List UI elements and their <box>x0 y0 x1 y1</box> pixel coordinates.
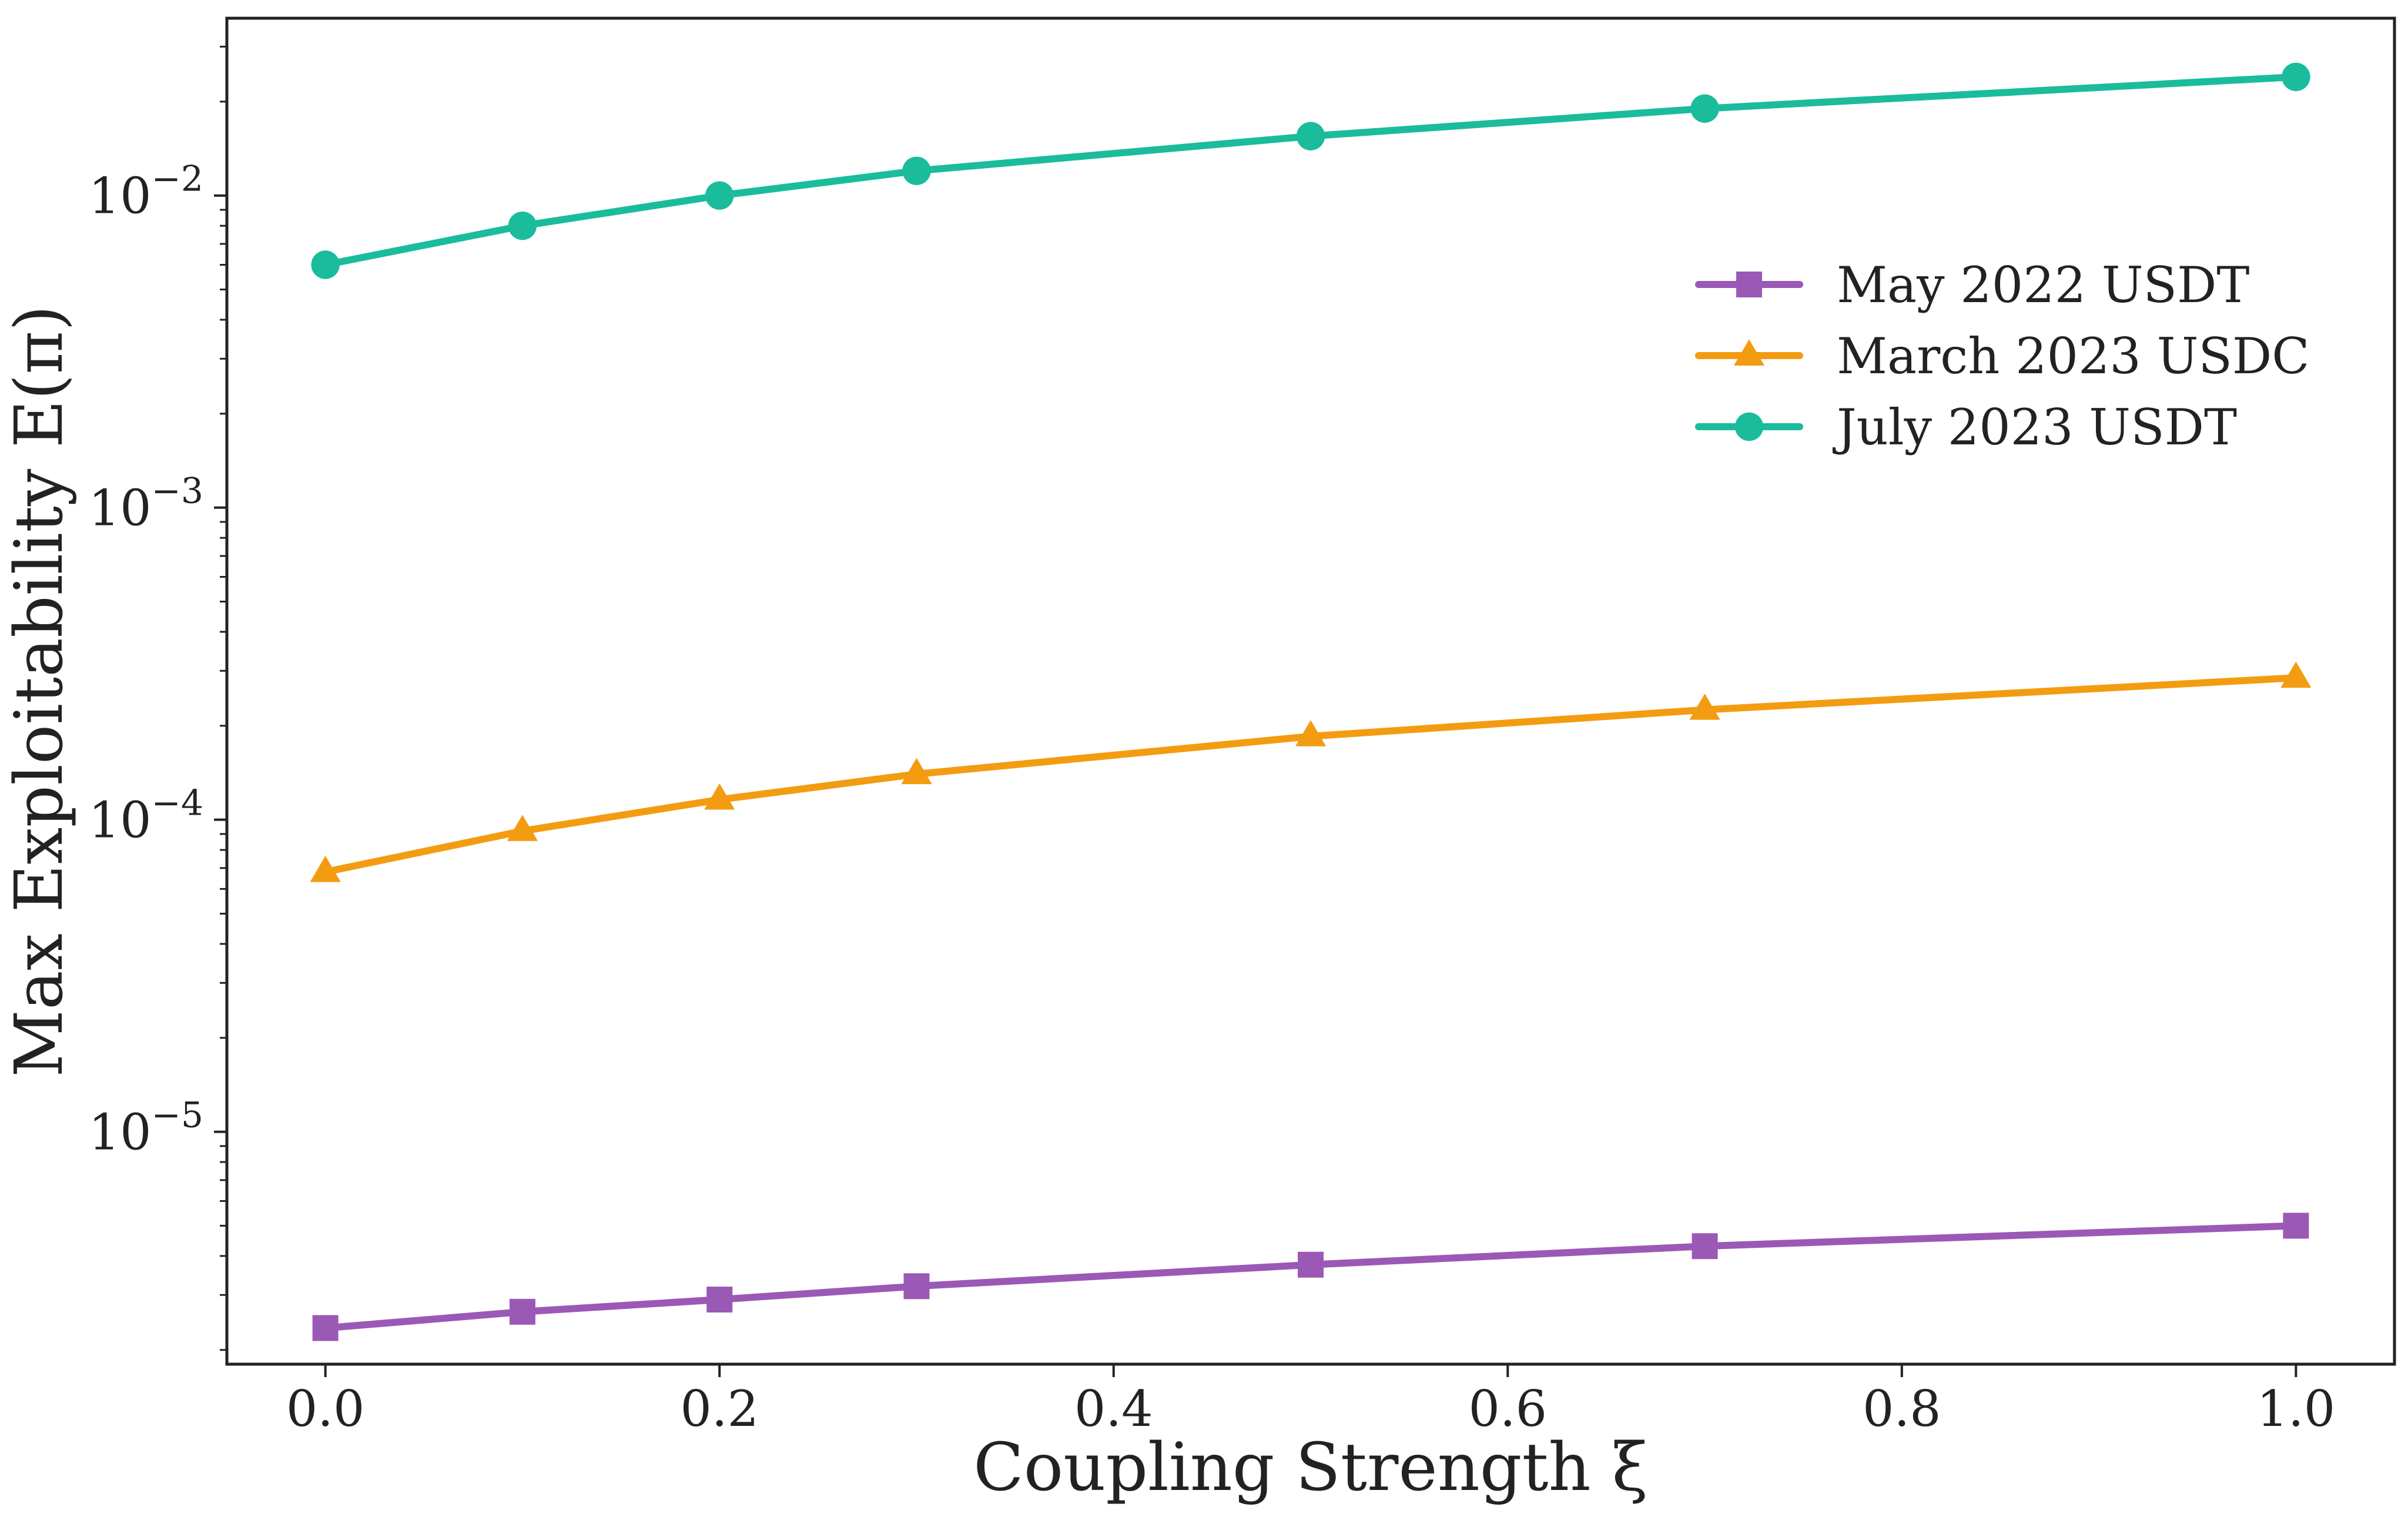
data-point <box>507 815 538 841</box>
plot-frame <box>225 16 2396 1366</box>
x-axis-label: Coupling Strength ξ <box>973 1429 1648 1506</box>
y-tick-label: 10−2 <box>89 159 203 225</box>
y-axis-label: Max Exploitability E(π) <box>1 305 78 1077</box>
legend-label: May 2022 USDT <box>1837 256 2249 314</box>
data-point <box>1692 1233 1718 1260</box>
data-point <box>705 181 734 210</box>
legend: May 2022 USDT March 2023 USDC July 2023 US… <box>1695 256 2310 456</box>
x-tick-label: 0.8 <box>1863 1380 1941 1438</box>
legend-marker <box>1733 339 1765 366</box>
data-point <box>509 1298 535 1325</box>
data-point <box>310 856 341 882</box>
data-point <box>903 1273 930 1300</box>
x-tick-label: 0.6 <box>1468 1380 1547 1438</box>
data-point <box>2280 661 2312 688</box>
data-point <box>1689 694 1720 720</box>
legend-marker <box>1736 272 1762 297</box>
data-point <box>1295 720 1327 746</box>
data-point <box>312 1315 339 1341</box>
y-tick-label: 10−5 <box>89 1095 203 1161</box>
x-tick-label: 1.0 <box>2257 1380 2336 1438</box>
x-tick-label: 0.2 <box>680 1380 759 1438</box>
data-point <box>704 783 735 810</box>
legend-marker <box>1734 412 1764 441</box>
data-point <box>1298 1251 1324 1278</box>
y-tick-label: 10−4 <box>89 783 203 849</box>
data-point <box>311 250 340 279</box>
data-point <box>2282 62 2310 92</box>
y-tick-label: 10−3 <box>89 471 203 537</box>
series-layer <box>310 62 2312 1341</box>
data-point <box>706 1287 733 1313</box>
data-point <box>2283 1213 2309 1239</box>
data-point <box>1296 122 1325 150</box>
data-point <box>901 758 932 785</box>
data-point <box>1690 94 1719 123</box>
data-point <box>902 156 931 185</box>
x-tick-label: 0.0 <box>286 1380 365 1438</box>
x-tick-label: 0.4 <box>1074 1380 1153 1438</box>
axes-layer: 0.0 0.2 0.4 0.6 0.8 1.0 10−5 10−4 10−3 10−2 <box>89 45 2336 1438</box>
legend-label: March 2023 USDC <box>1837 327 2310 385</box>
legend-label: July 2023 USDT <box>1832 399 2237 456</box>
data-point <box>508 211 537 240</box>
